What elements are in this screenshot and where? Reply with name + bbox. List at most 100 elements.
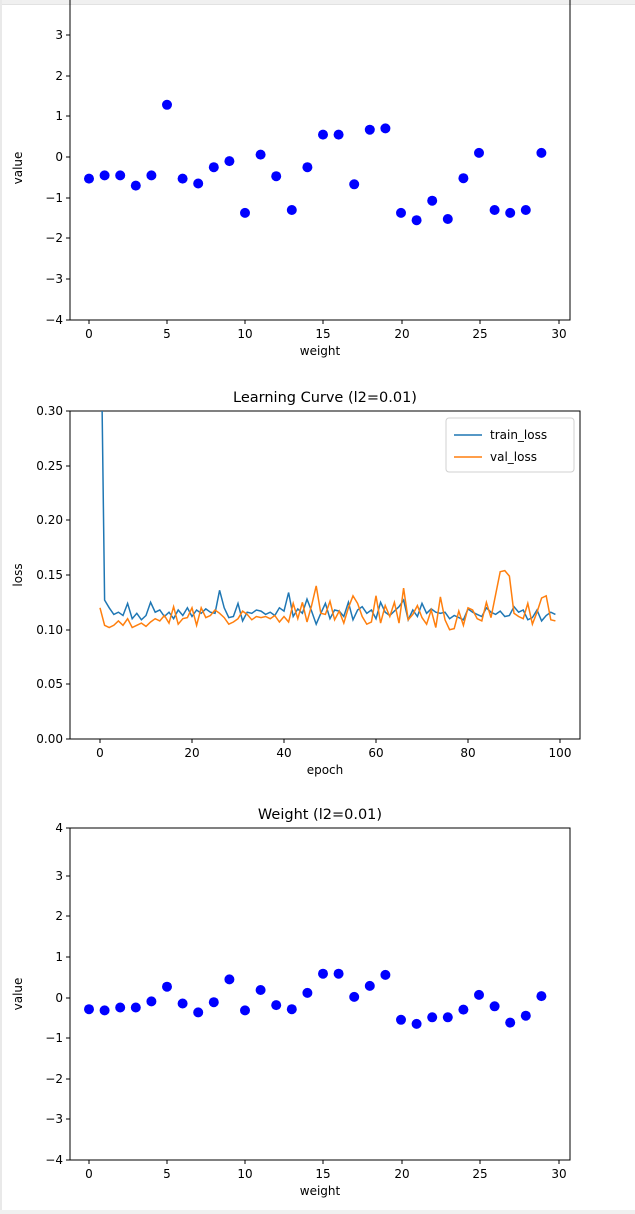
- chart2-y-tick-label: 0.25: [36, 459, 63, 473]
- chart1-point: [224, 156, 235, 167]
- chart3-x-tick-label: 15: [315, 1167, 330, 1181]
- chart1-point: [146, 170, 157, 181]
- chart1-x-tick-label: 0: [85, 327, 93, 341]
- chart3-point: [271, 1000, 282, 1011]
- chart3-point: [442, 1012, 453, 1023]
- chart3-point: [536, 991, 547, 1002]
- chart1-y-tick-label: 2: [55, 69, 63, 83]
- chart2-legend-box: [445, 417, 575, 473]
- chart1-x-tick-label: 15: [315, 327, 330, 341]
- chart1-y-tick-label: −1: [45, 191, 63, 205]
- chart2-x-tick-label: 60: [368, 746, 383, 760]
- chart3-x-tick-label: 0: [85, 1167, 93, 1181]
- chart3-point: [99, 1005, 110, 1016]
- chart3-y-tick-label: −2: [45, 1072, 63, 1086]
- chart3-x-axis-label: weight: [300, 1184, 341, 1198]
- chart1-point: [84, 173, 94, 184]
- chart3-point: [115, 1002, 126, 1013]
- chart2-y-tick-label: 0.15: [36, 568, 63, 582]
- chart1-y-axis-label: value: [11, 152, 25, 185]
- chart1-x-tick-label: 25: [472, 327, 487, 341]
- chart1-x-tick-label: 5: [163, 327, 171, 341]
- chart1-point: [115, 170, 126, 181]
- chart1-point: [442, 214, 453, 224]
- chart3-point: [380, 969, 391, 980]
- chart2-x-tick-label: 20: [184, 746, 199, 760]
- chart3-point: [318, 968, 328, 979]
- chart1-point: [349, 179, 360, 190]
- series-line-val-loss: [99, 569, 556, 631]
- chart3-point: [286, 1004, 297, 1015]
- chart1-y-tick-label: −3: [45, 272, 63, 286]
- chart2-y-tick-label: 0.20: [36, 513, 63, 527]
- chart1-point: [505, 207, 516, 218]
- chart3-x-tick-label: 25: [472, 1167, 487, 1181]
- legend-label-train-loss: train_loss: [490, 428, 547, 442]
- chart3-point: [162, 981, 172, 992]
- chart3-point: [520, 1010, 531, 1021]
- chart2-y-tick-label: 0.30: [36, 404, 63, 418]
- chart3-x-tick-label: 20: [394, 1167, 409, 1181]
- chart3-point: [364, 980, 375, 991]
- chart3-point: [208, 997, 219, 1008]
- chart3-point: [474, 989, 484, 1000]
- chart1-point: [489, 205, 500, 215]
- left-border: [0, 0, 2, 1214]
- chart3-x-tick-label: 30: [551, 1167, 566, 1181]
- chart1-point: [286, 205, 297, 215]
- chart1-y-tick-label: −2: [45, 231, 63, 245]
- chart3-point: [396, 1014, 406, 1025]
- chart1-point: [318, 129, 328, 140]
- chart1-point: [162, 99, 172, 110]
- chart3-point: [240, 1005, 250, 1016]
- chart1-point: [240, 207, 250, 218]
- chart3-y-tick-label: 3: [55, 869, 63, 883]
- chart1-point: [255, 149, 266, 160]
- chart1-y-tick-label: −4: [45, 313, 63, 327]
- chart1-point: [380, 123, 391, 134]
- chart3-y-tick-label: −4: [45, 1153, 63, 1167]
- chart1-point: [208, 162, 219, 173]
- bottom-divider: [0, 1210, 635, 1214]
- chart1-x-axis-label: weight: [300, 344, 341, 358]
- chart3-point: [489, 1001, 500, 1012]
- chart2-x-tick-label: 100: [549, 746, 572, 760]
- chart1-point: [520, 205, 531, 215]
- chart3-y-tick-label: −1: [45, 1031, 63, 1045]
- chart1-x-tick-label: 10: [237, 327, 252, 341]
- chart2-x-tick-label: 0: [96, 746, 104, 760]
- chart2-x-tick-label: 40: [276, 746, 291, 760]
- chart3-point: [146, 996, 157, 1007]
- chart1-point: [271, 171, 282, 182]
- chart2-x-axis-label: epoch: [307, 763, 344, 777]
- chart2-y-tick-label: 0.05: [36, 677, 63, 691]
- chart3-y-tick-label: 2: [55, 909, 63, 923]
- chart3-point: [224, 974, 235, 985]
- chart3-point: [411, 1018, 422, 1029]
- chart1-point: [458, 173, 469, 184]
- chart1-point: [396, 207, 406, 218]
- chart1-point: [193, 178, 204, 189]
- chart1-x-tick-label: 20: [394, 327, 409, 341]
- chart3-frame: [69, 827, 571, 1161]
- chart3-point: [349, 991, 360, 1002]
- chart3-point: [193, 1007, 204, 1018]
- chart3-point: [177, 998, 188, 1009]
- chart1-y-tick-label: 1: [55, 109, 63, 123]
- chart3-point: [255, 985, 266, 995]
- legend-label-val-loss: val_loss: [490, 450, 537, 464]
- chart3-title: Weight (l2=0.01): [258, 807, 382, 823]
- chart3-y-tick-label: −3: [45, 1112, 63, 1126]
- chart1-y-tick-label: 3: [55, 28, 63, 42]
- chart2-title: Learning Curve (l2=0.01): [233, 390, 417, 406]
- chart3-point: [505, 1017, 516, 1028]
- chart3-point: [302, 987, 313, 998]
- chart1-frame: [69, 0, 571, 321]
- top-divider: [0, 0, 635, 5]
- chart1-point: [302, 162, 313, 173]
- chart1-point: [411, 215, 422, 226]
- chart1-point: [99, 170, 110, 181]
- chart3-y-tick-label: 4: [55, 821, 63, 835]
- chart1-point: [130, 180, 141, 191]
